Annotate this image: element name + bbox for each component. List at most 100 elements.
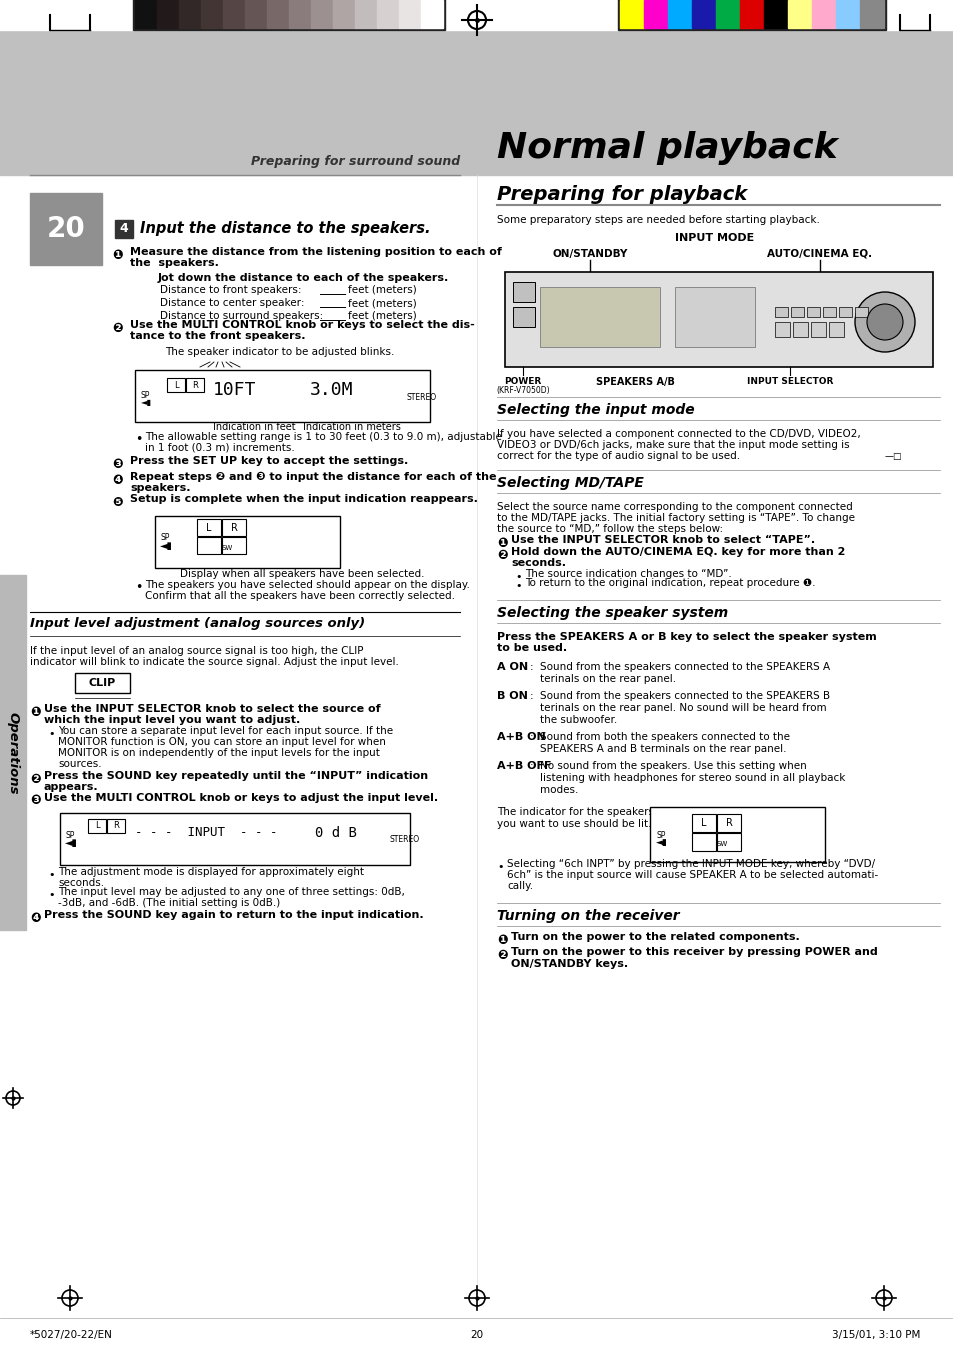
- Text: to be used.: to be used.: [497, 643, 566, 653]
- Bar: [201, 0, 223, 28]
- Text: Indication in feet: Indication in feet: [213, 422, 295, 432]
- Text: L: L: [206, 523, 212, 534]
- Text: 20: 20: [47, 215, 85, 243]
- Bar: [311, 0, 333, 28]
- Text: Confirm that all the speakers have been correctly selected.: Confirm that all the speakers have been …: [145, 590, 455, 601]
- Bar: [115, 220, 132, 238]
- Bar: [0, 576, 26, 929]
- Text: Setup is complete when the input indication reappears.: Setup is complete when the input indicat…: [130, 494, 477, 504]
- Text: 3/15/01, 3:10 PM: 3/15/01, 3:10 PM: [831, 1329, 919, 1340]
- Text: the source to “MD,” follow the steps below:: the source to “MD,” follow the steps bel…: [497, 524, 722, 534]
- Bar: [859, 0, 883, 28]
- Text: to the MD/TAPE jacks. The initial factory setting is “TAPE”. To change: to the MD/TAPE jacks. The initial factor…: [497, 513, 854, 523]
- Text: :: :: [530, 761, 533, 771]
- Text: The input level may be adjusted to any one of three settings: 0dB,: The input level may be adjusted to any o…: [58, 888, 404, 897]
- Text: ❷: ❷: [30, 773, 41, 785]
- Text: Use the INPUT SELECTOR knob to select the source of: Use the INPUT SELECTOR knob to select th…: [44, 704, 380, 713]
- Bar: [504, 272, 932, 367]
- Text: To return to the original indication, repeat procedure ❶.: To return to the original indication, re…: [524, 578, 815, 588]
- Bar: [267, 0, 289, 28]
- Text: Indication in meters: Indication in meters: [303, 422, 400, 432]
- Text: ON/STANDBY keys.: ON/STANDBY keys.: [511, 959, 627, 969]
- Text: appears.: appears.: [44, 782, 98, 792]
- Text: listening with headphones for stereo sound in all playback: listening with headphones for stereo sou…: [539, 773, 844, 784]
- Text: VIDEO3 or DVD/6ch jacks, make sure that the input mode setting is: VIDEO3 or DVD/6ch jacks, make sure that …: [497, 440, 849, 450]
- Text: The indicator for the speakers: The indicator for the speakers: [497, 807, 654, 817]
- Circle shape: [866, 304, 902, 340]
- Text: ❹: ❹: [112, 473, 123, 486]
- Text: •: •: [515, 571, 521, 582]
- Text: R: R: [725, 817, 732, 828]
- Bar: [854, 307, 867, 317]
- Text: INPUT MODE: INPUT MODE: [675, 232, 754, 243]
- Text: •: •: [135, 434, 142, 446]
- Bar: [0, 0, 476, 176]
- Text: ❶: ❶: [112, 249, 123, 262]
- Text: ON/STANDBY: ON/STANDBY: [552, 249, 627, 259]
- Bar: [157, 0, 179, 28]
- Text: :: :: [530, 662, 533, 671]
- Bar: [717, 834, 740, 851]
- Text: •: •: [48, 890, 54, 900]
- Text: You can store a separate input level for each input source. If the: You can store a separate input level for…: [58, 725, 393, 736]
- Bar: [539, 286, 659, 347]
- Text: speakers.: speakers.: [130, 484, 191, 493]
- Text: SPEAKERS A and B terminals on the rear panel.: SPEAKERS A and B terminals on the rear p…: [539, 744, 785, 754]
- Text: R: R: [192, 381, 197, 389]
- Bar: [376, 0, 398, 28]
- Text: Turn on the power to the related components.: Turn on the power to the related compone…: [511, 932, 799, 942]
- Text: POWER: POWER: [504, 377, 541, 386]
- Text: The speaker indicator to be adjusted blinks.: The speaker indicator to be adjusted bli…: [165, 347, 394, 357]
- Bar: [822, 307, 835, 317]
- Text: The speakers you have selected should appear on the display.: The speakers you have selected should ap…: [145, 580, 470, 590]
- Text: •: •: [497, 862, 503, 871]
- Text: Sound from the speakers connected to the SPEAKERS A: Sound from the speakers connected to the…: [539, 662, 829, 671]
- Bar: [717, 815, 740, 832]
- Text: INPUT SELECTOR: INPUT SELECTOR: [746, 377, 832, 386]
- Bar: [513, 307, 535, 327]
- Text: -3dB, and -6dB. (The initial setting is 0dB.): -3dB, and -6dB. (The initial setting is …: [58, 898, 280, 908]
- Text: SP: SP: [161, 534, 171, 543]
- Text: Preparing for playback: Preparing for playback: [497, 185, 746, 204]
- Text: •: •: [515, 581, 521, 590]
- Bar: [196, 519, 221, 536]
- Text: SP: SP: [657, 831, 666, 839]
- Text: (KRF-V7050D): (KRF-V7050D): [496, 386, 549, 396]
- Bar: [167, 378, 185, 392]
- Text: •: •: [48, 870, 54, 880]
- Bar: [107, 819, 125, 834]
- Text: MONITOR is on independently of the input levels for the input: MONITOR is on independently of the input…: [58, 748, 379, 758]
- Bar: [649, 807, 824, 862]
- Text: Some preparatory steps are needed before starting playback.: Some preparatory steps are needed before…: [497, 215, 819, 226]
- Text: seconds.: seconds.: [511, 558, 565, 567]
- Text: terinals on the rear panel.: terinals on the rear panel.: [539, 674, 676, 684]
- Bar: [787, 0, 811, 28]
- Bar: [774, 322, 789, 336]
- Bar: [223, 0, 245, 28]
- Text: which the input level you want to adjust.: which the input level you want to adjust…: [44, 715, 300, 725]
- Bar: [154, 516, 339, 567]
- Text: feet (meters): feet (meters): [348, 311, 416, 322]
- Text: Hold down the AUTO/CINEMA EQ. key for more than 2: Hold down the AUTO/CINEMA EQ. key for mo…: [511, 547, 844, 557]
- Text: Press the SPEAKERS A or B key to select the speaker system: Press the SPEAKERS A or B key to select …: [497, 632, 876, 642]
- Text: 4: 4: [119, 223, 129, 235]
- Text: Use the INPUT SELECTOR knob to select “TAPE”.: Use the INPUT SELECTOR knob to select “T…: [511, 535, 814, 544]
- Text: ❷: ❷: [497, 948, 507, 962]
- Text: AUTO/CINEMA EQ.: AUTO/CINEMA EQ.: [766, 249, 872, 259]
- Bar: [88, 819, 106, 834]
- Text: L: L: [700, 817, 706, 828]
- Text: sources.: sources.: [58, 759, 102, 769]
- Text: Display when all speakers have been selected.: Display when all speakers have been sele…: [180, 569, 424, 580]
- Bar: [618, 0, 885, 30]
- Bar: [245, 0, 267, 28]
- Bar: [828, 322, 843, 336]
- Text: SP: SP: [66, 831, 75, 839]
- Bar: [289, 0, 311, 28]
- Bar: [835, 0, 859, 28]
- Text: Use the MULTI CONTROL knob or keys to select the dis-: Use the MULTI CONTROL knob or keys to se…: [130, 320, 475, 330]
- Text: A+B OFF: A+B OFF: [497, 761, 551, 771]
- Text: Selecting MD/TAPE: Selecting MD/TAPE: [497, 476, 643, 490]
- Text: R: R: [113, 821, 119, 831]
- Bar: [75, 673, 130, 693]
- Text: indicator will blink to indicate the source signal. Adjust the input level.: indicator will blink to indicate the sou…: [30, 657, 398, 667]
